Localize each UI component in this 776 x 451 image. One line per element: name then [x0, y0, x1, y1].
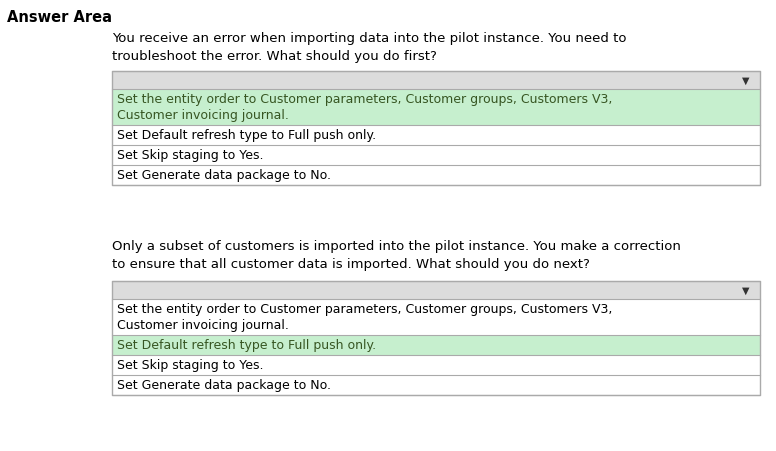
- Text: Set Skip staging to Yes.: Set Skip staging to Yes.: [117, 358, 264, 371]
- Text: Answer Area: Answer Area: [7, 10, 112, 25]
- Bar: [112, 299, 760, 335]
- Bar: [112, 355, 760, 375]
- Text: Set the entity order to Customer parameters, Customer groups, Customers V3,
Cust: Set the entity order to Customer paramet…: [117, 302, 612, 332]
- Bar: [112, 126, 760, 146]
- Bar: [112, 166, 760, 186]
- Bar: [112, 72, 760, 186]
- Text: Set Generate data package to No.: Set Generate data package to No.: [117, 378, 331, 391]
- Text: Set Default refresh type to Full push only.: Set Default refresh type to Full push on…: [117, 338, 376, 351]
- Text: Set the entity order to Customer parameters, Customer groups, Customers V3,
Cust: Set the entity order to Customer paramet…: [117, 93, 612, 122]
- Text: ▼: ▼: [743, 285, 750, 295]
- Bar: [112, 72, 760, 90]
- Bar: [112, 335, 760, 355]
- Bar: [112, 281, 760, 395]
- Bar: [112, 90, 760, 126]
- Text: ▼: ▼: [743, 76, 750, 86]
- Text: Set Default refresh type to Full push only.: Set Default refresh type to Full push on…: [117, 129, 376, 142]
- Bar: [112, 146, 760, 166]
- Bar: [112, 281, 760, 299]
- Text: Set Generate data package to No.: Set Generate data package to No.: [117, 169, 331, 182]
- Text: You receive an error when importing data into the pilot instance. You need to
tr: You receive an error when importing data…: [112, 32, 626, 63]
- Text: Set Skip staging to Yes.: Set Skip staging to Yes.: [117, 149, 264, 161]
- Bar: [112, 375, 760, 395]
- Text: Only a subset of customers is imported into the pilot instance. You make a corre: Only a subset of customers is imported i…: [112, 239, 681, 271]
